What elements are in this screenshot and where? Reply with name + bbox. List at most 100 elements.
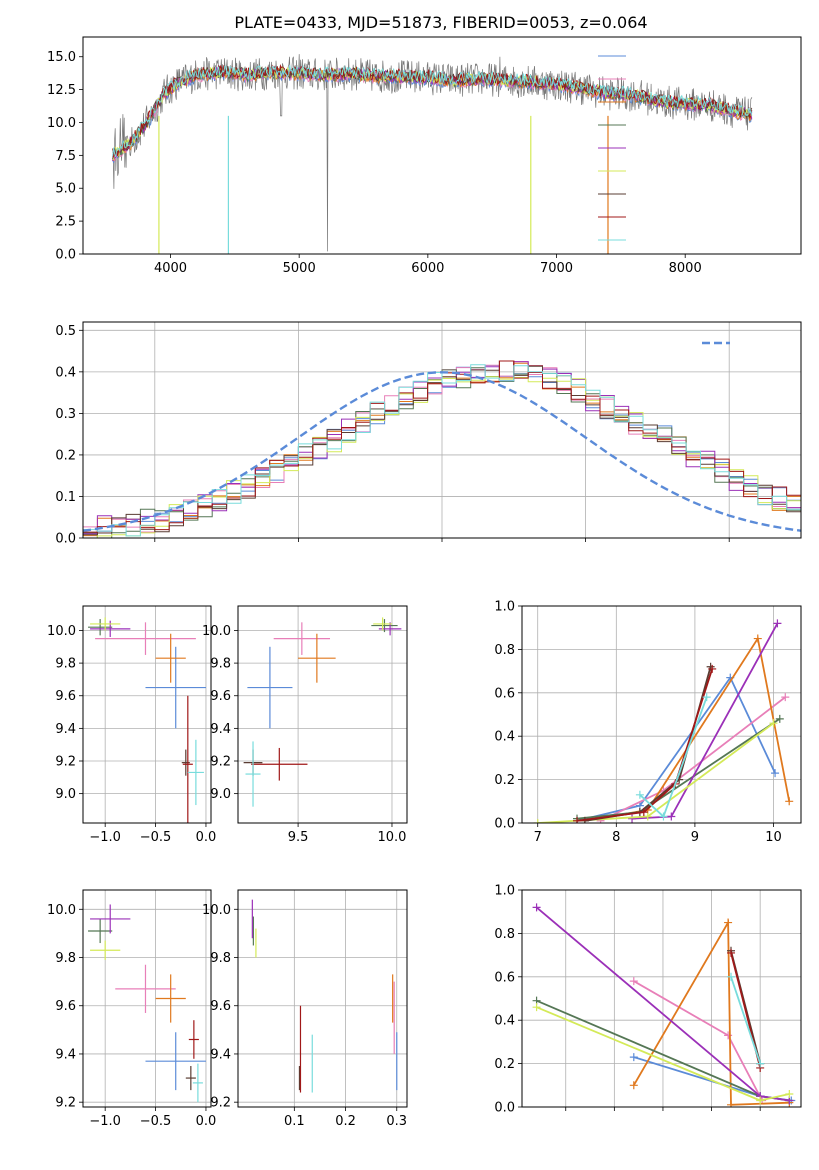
y-tick-label: 0.5 <box>55 324 76 339</box>
y-tick-label: 0.0 <box>55 248 76 263</box>
x-tick-label: 9 <box>691 830 699 845</box>
x-tick-label: 7000 <box>540 261 573 276</box>
error-bar-point <box>188 1020 199 1059</box>
weight-line <box>576 668 714 822</box>
error-bar-point <box>88 619 113 636</box>
y-tick-label: 0.4 <box>494 730 515 745</box>
axes-frame <box>521 605 802 824</box>
y-tick-label: 2.5 <box>55 215 76 230</box>
y-tick-label: 0.2 <box>55 448 76 463</box>
x-tick-label: 0.0 <box>196 830 217 845</box>
y-tick-label: 9.6 <box>55 999 76 1014</box>
weight-marker <box>629 977 638 986</box>
y-tick-label: 10.0 <box>47 903 76 918</box>
weight-marker <box>781 693 790 702</box>
y-tick-label: 12.5 <box>47 83 76 98</box>
y-tick-label: 9.0 <box>55 787 76 802</box>
axes-frame <box>82 605 212 824</box>
weight-marker <box>635 790 644 799</box>
plot-area <box>251 899 398 1093</box>
x-tick-label: 10.0 <box>378 830 407 845</box>
weight-marker <box>785 1089 794 1098</box>
axes-frame <box>82 889 212 1108</box>
panel-z-age: −1.0 −0.5 0.0 9.0 9.2 9.4 9.6 9.8 10.0 <box>47 605 217 845</box>
y-tick-label: 9.2 <box>210 755 231 770</box>
plot-area <box>88 904 206 1103</box>
error-bar-point <box>90 620 131 637</box>
panel-z-mass: −1.0 −0.5 0.0 9.2 9.4 9.6 9.8 10.0 <box>47 889 217 1129</box>
error-bar-point <box>245 741 261 807</box>
plot-area <box>532 903 796 1107</box>
y-tick-label: 9.6 <box>210 689 231 704</box>
figure-title: PLATE=0433, MJD=51873, FIBERID=0053, z=0… <box>234 13 647 32</box>
weight-marker <box>756 1096 765 1105</box>
histogram-step <box>83 365 801 538</box>
y-tick-label: 0.8 <box>494 927 515 942</box>
y-tick-label: 9.8 <box>55 657 76 672</box>
axes-frame <box>237 889 408 1108</box>
y-tick-label: 9.8 <box>55 951 76 966</box>
y-tick-label: 0.4 <box>55 365 76 380</box>
weight-line <box>730 976 762 1064</box>
y-tick-label: 5.0 <box>55 182 76 197</box>
plot-area <box>88 617 206 823</box>
y-tick-label: 0.4 <box>494 1014 515 1029</box>
weight-marker <box>727 972 736 981</box>
normal-curve <box>83 371 801 532</box>
x-tick-label: 5000 <box>283 261 316 276</box>
histogram-step <box>83 362 801 537</box>
y-tick-label: 10.0 <box>47 116 76 131</box>
weight-marker <box>756 1059 765 1068</box>
x-tick-label: 9.5 <box>288 830 309 845</box>
x-tick-label: −1.0 <box>89 830 121 845</box>
weight-marker <box>659 812 668 821</box>
weight-marker <box>667 812 676 821</box>
weight-marker <box>727 1100 736 1107</box>
error-bar-point <box>155 974 186 1023</box>
plot-area <box>533 619 794 823</box>
weight-marker <box>727 948 736 957</box>
panel-age-weight: 7 8 9 10 0.0 0.2 0.4 0.6 0.8 1.0 <box>494 600 802 845</box>
error-bar-point <box>145 646 206 729</box>
axes-frame <box>237 605 408 824</box>
axes-frame <box>82 321 802 539</box>
plot-area <box>243 617 402 807</box>
error-bar-point <box>373 617 392 631</box>
x-tick-label: 0.0 <box>196 1114 217 1129</box>
error-bar-point <box>90 904 131 934</box>
panel-residuals: 0.0 0.1 0.2 0.3 0.4 0.5 <box>55 321 802 547</box>
x-tick-label: 4000 <box>154 261 187 276</box>
weight-line <box>584 636 791 822</box>
error-bar-point <box>251 747 308 781</box>
histogram-step <box>83 364 801 537</box>
x-tick-label: 10 <box>765 830 782 845</box>
plots: 4000 5000 6000 7000 8000 0.0 2.5 5.0 7.5 10.0 12.5… <box>47 36 802 1129</box>
weight-marker <box>702 693 711 702</box>
axes-frame <box>521 889 802 1108</box>
x-tick-label: 8 <box>612 830 620 845</box>
error-bar-point <box>185 1066 196 1091</box>
x-tick-label: 0.2 <box>335 1114 356 1129</box>
weight-marker <box>573 816 582 823</box>
error-bar-point <box>192 1063 203 1103</box>
y-tick-label: 0.0 <box>55 532 76 547</box>
y-tick-label: 0.2 <box>494 773 515 788</box>
weight-marker <box>708 664 717 673</box>
error-bar-point <box>90 940 121 960</box>
y-tick-label: 9.4 <box>210 722 231 737</box>
weight-marker <box>639 808 648 817</box>
y-tick-label: 0.1 <box>55 490 76 505</box>
x-tick-label: −1.0 <box>89 1114 121 1129</box>
x-tick-label: 7 <box>534 830 542 845</box>
y-tick-label: 9.8 <box>210 951 231 966</box>
error-bar-point <box>371 619 398 633</box>
weight-marker <box>532 903 541 912</box>
x-tick-label: 6000 <box>411 261 444 276</box>
error-bar-point <box>187 739 204 806</box>
x-tick-label: 8000 <box>669 261 702 276</box>
y-tick-label: 15.0 <box>47 50 76 65</box>
weight-marker <box>533 819 542 823</box>
y-tick-label: 9.8 <box>210 657 231 672</box>
weight-marker <box>769 719 778 728</box>
